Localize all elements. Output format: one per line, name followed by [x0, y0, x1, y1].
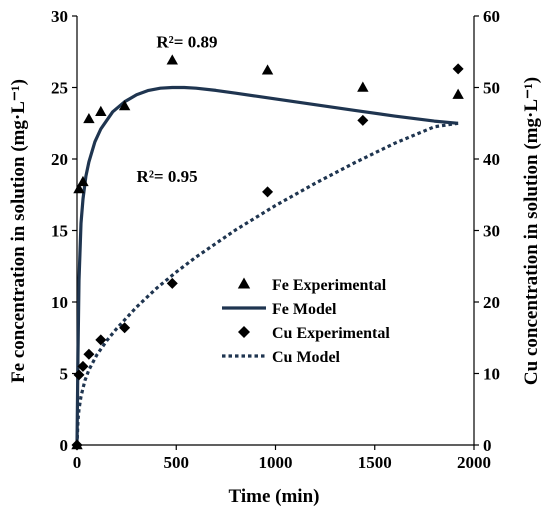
cu-experimental-point: [357, 114, 369, 126]
plot-area: 0 500 1000 1500 2000051015202530010203040506…: [51, 7, 500, 472]
cu-experimental-point: [166, 277, 178, 289]
y-right-tick-label: 50: [483, 79, 500, 98]
fe-experimental-point: [452, 88, 464, 99]
y-right-tick-label: 20: [483, 293, 500, 312]
legend-label-fe-experimental: Fe Experimental: [272, 277, 387, 294]
legend-label-cu-experimental: Cu Experimental: [272, 325, 390, 342]
fe-experimental-point: [261, 64, 274, 75]
cu-experimental-point: [77, 360, 89, 372]
legend-marker-fe-experimental: [237, 277, 251, 289]
y-axis-left-title: Fe concentration in solution (mg·L⁻¹): [8, 79, 29, 383]
legend-marker-cu-experimental: [238, 326, 250, 338]
fe-experimental-point: [118, 100, 131, 111]
fe-experimental-point: [95, 105, 107, 117]
x-tick-label: 0: [73, 453, 82, 472]
y-right-tick-label: 0: [483, 436, 492, 455]
cu-model-line: [75, 121, 459, 446]
x-tick-label: 1500: [358, 453, 392, 472]
y-left-tick-label: 15: [51, 222, 68, 241]
x-tick-label: 1000: [259, 453, 293, 472]
fe-experimental-point: [77, 175, 89, 187]
x-tick-label: 2000: [457, 453, 491, 472]
y-left-tick-label: 5: [60, 365, 69, 384]
fe-model-line: [75, 85, 459, 446]
cu-experimental-point: [452, 63, 464, 75]
fe-experimental-point: [357, 81, 369, 92]
r-squared-annotation: R²= 0.95: [137, 167, 198, 186]
y-right-tick-label: 30: [483, 222, 500, 241]
x-axis-title: Time (min): [229, 486, 320, 507]
y-left-tick-label: 25: [51, 79, 68, 98]
fe-experimental-point: [166, 54, 178, 65]
y-right-tick-label: 60: [483, 7, 500, 26]
y-left-tick-label: 30: [51, 7, 68, 26]
cu-experimental-point: [95, 334, 107, 346]
fe-experimental-point: [73, 183, 85, 194]
cu-experimental-point: [83, 348, 95, 360]
fe-experimental-point: [83, 112, 95, 124]
cu-experimental-point: [262, 186, 274, 198]
y-left-tick-label: 20: [51, 150, 68, 169]
x-tick-label: 500: [164, 453, 190, 472]
cu-experimental-point: [71, 439, 83, 451]
y-left-tick-label: 0: [60, 436, 69, 455]
y-right-tick-label: 10: [483, 365, 500, 384]
y-right-tick-label: 40: [483, 150, 500, 169]
legend-label-cu-model: Cu Model: [272, 349, 341, 366]
cu-experimental-point: [119, 322, 131, 334]
y-axis-right-title: Cu concentration in solution (mg·L⁻¹): [521, 77, 542, 385]
cu-experimental-point: [73, 369, 85, 381]
y-left-tick-label: 10: [51, 293, 68, 312]
r-squared-annotation: R²= 0.89: [156, 32, 217, 51]
legend-label-fe-model: Fe Model: [272, 301, 337, 318]
